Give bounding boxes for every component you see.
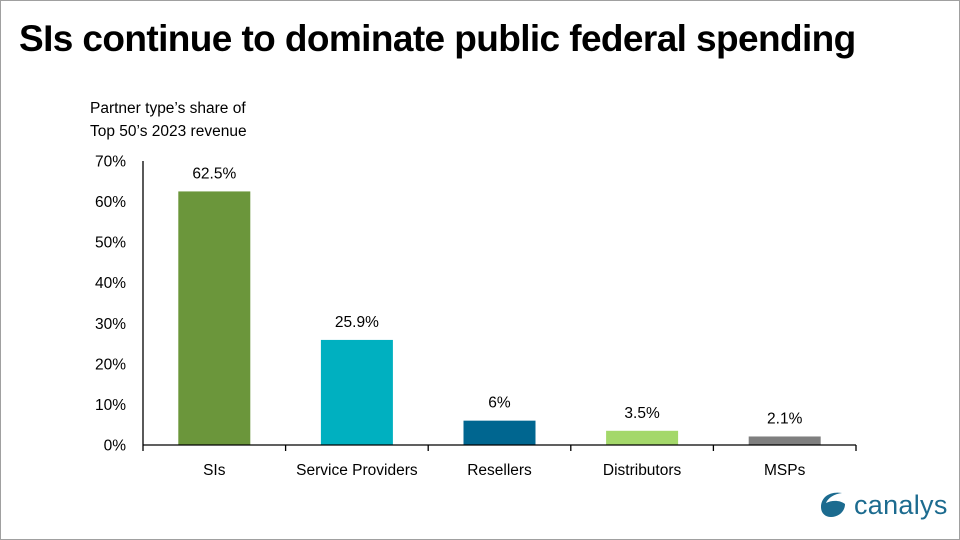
bar-msps bbox=[748, 436, 821, 445]
category-label: SIs bbox=[203, 462, 226, 479]
data-label: 25.9% bbox=[335, 314, 379, 331]
bars bbox=[178, 191, 821, 445]
category-labels: SIs Service Providers Resellers Distributor… bbox=[203, 462, 806, 479]
data-label: 2.1% bbox=[767, 410, 803, 427]
category-label: Distributors bbox=[603, 462, 682, 479]
x-axis-ticks bbox=[142, 445, 857, 451]
bar-resellers bbox=[463, 420, 536, 445]
data-label: 6% bbox=[488, 395, 511, 412]
y-tick-label: 20% bbox=[95, 356, 126, 373]
logo-text: canalys bbox=[854, 490, 948, 520]
canalys-logo: canalys bbox=[818, 488, 948, 523]
category-label: Resellers bbox=[467, 462, 532, 479]
y-tick-label: 0% bbox=[104, 438, 127, 455]
y-axis-label: Partner type’s share of Top 50’s 2023 re… bbox=[90, 100, 247, 140]
data-labels: 62.5% 25.9% 6% 3.5% 2.1% bbox=[192, 165, 802, 427]
slide-title: SIs continue to dominate public federal … bbox=[19, 18, 856, 59]
data-label: 3.5% bbox=[624, 405, 660, 422]
bar-service-providers bbox=[320, 339, 393, 445]
y-tick-label: 60% bbox=[95, 194, 126, 211]
y-tick-label: 50% bbox=[95, 235, 126, 252]
y-tick-label: 10% bbox=[95, 397, 126, 414]
bar-sis bbox=[178, 191, 251, 445]
y-tick-label: 40% bbox=[95, 275, 126, 292]
y-axis-ticks: 0% 10% 20% 30% 40% 50% 60% 70% bbox=[95, 154, 126, 455]
bar-distributors bbox=[606, 430, 679, 445]
data-label: 62.5% bbox=[192, 165, 236, 182]
category-label: MSPs bbox=[764, 462, 806, 479]
y-tick-label: 30% bbox=[95, 316, 126, 333]
y-tick-label: 70% bbox=[95, 154, 126, 171]
category-label: Service Providers bbox=[296, 462, 418, 479]
canalys-swoosh-icon bbox=[818, 488, 848, 523]
